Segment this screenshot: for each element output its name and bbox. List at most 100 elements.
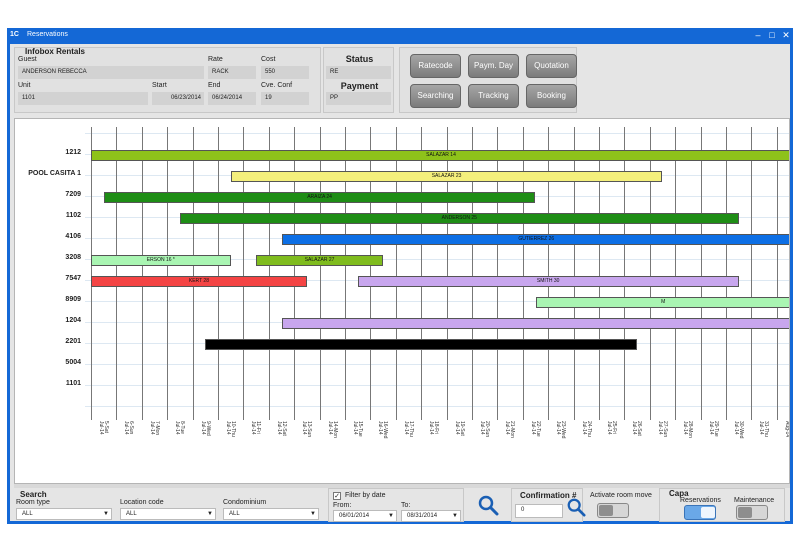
day-column-label: 31-Thu Jul-14 [758,421,770,461]
day-column-label: 21-Mon Jul-14 [504,421,516,461]
confirmation-input[interactable]: 0 [515,504,563,518]
status-heading: Status [345,54,374,64]
cost-field: 550 [261,66,309,79]
condominium-label: Condominium [223,499,267,506]
day-label-text: 29-Tue Jul-14 [707,421,719,437]
minimize-icon[interactable]: – [755,30,761,40]
day-column-label: 29-Tue Jul-14 [707,421,719,461]
grid-line [624,127,626,420]
day-label-text: 11-Fri Jul-14 [250,421,262,435]
tracking-button[interactable]: Tracking [468,84,519,108]
reservation-bar[interactable]: ERSON 16 * [91,255,231,266]
day-column-label: 10-Thu Jul-14 [225,421,236,461]
paym-day-button[interactable]: Paym. Day [468,54,519,78]
searching-button[interactable]: Searching [410,84,461,108]
grid-line [548,127,550,420]
condominium-select[interactable]: ALL ▼ [223,508,319,520]
grid-line [497,127,499,420]
grid-line [91,127,92,420]
reservations-toggle[interactable] [684,505,716,520]
day-column-label: 26-Sat Jul-14 [631,421,642,461]
reservation-gantt-chart[interactable]: 1212 POOL CASITA 1 7209 1102 4106 3208 7547 890… [14,118,790,484]
grid-line [116,127,118,420]
day-label-text: 21-Mon Jul-14 [504,421,516,438]
reservation-bar[interactable]: SMITH 30 [357,276,739,287]
horizontal-scrollbar[interactable] [14,484,790,488]
day-label-text: 13-Sun Jul-14 [301,421,313,438]
quotation-button[interactable]: Quotation [526,54,577,78]
grid-line [446,127,448,420]
chevron-down-icon: ▼ [388,513,394,519]
day-column-label: 1-Fri Aug-14 [784,421,789,461]
end-label: End [208,82,221,89]
day-label-text: 14-Mon Jul-14 [326,421,338,438]
maximize-icon[interactable]: □ [769,30,775,40]
grid-line [319,127,321,420]
day-label-text: 24-Thu Jul-14 [580,421,592,437]
grid-line [243,127,245,420]
payment-heading: Payment [340,81,379,91]
search-icon[interactable] [477,494,499,516]
chevron-down-icon: ▼ [310,511,316,517]
reservation-bar[interactable]: ANDERSON 25 [179,213,739,224]
grid-line [751,127,753,420]
condominium-value: ALL [229,511,240,517]
grid-line [370,127,372,420]
grid-line [649,127,651,420]
guest-label: Guest [18,56,37,63]
reservations-window: 1C Reservations – □ ✕ Infobox Rentals Gu… [7,28,793,524]
reservation-bar[interactable] [205,339,638,350]
reservation-bar[interactable]: SALAZAR 23 [230,171,663,182]
reservation-bar[interactable]: SALAZAR 14 [91,150,789,161]
status-field: RE [326,66,391,79]
from-date-picker[interactable]: 06/01/2014 ▼ [333,510,397,522]
maintenance-toggle[interactable] [736,505,768,520]
room-row-label: POOL CASITA 1 [28,170,81,177]
day-label-text: 31-Thu Jul-14 [758,421,770,437]
from-date-value: 06/01/2014 [339,513,370,519]
grid-stripe [85,301,789,302]
confirmation-search-icon[interactable] [566,497,586,517]
guest-field: ANDERSON REBECCA [18,66,204,79]
location-code-select[interactable]: ALL ▼ [120,508,216,520]
grid-line [726,127,727,420]
reservation-bar[interactable] [281,318,789,329]
day-label-text: 6-Sun Jul-14 [123,421,135,435]
day-label-text: 12-Sat Jul-14 [275,421,287,436]
grid-line [675,127,677,420]
day-column-label: 6-Sun Jul-14 [123,421,135,461]
grid-line [395,127,397,420]
reservations-label: Reservations [680,497,721,504]
grid-line [472,127,473,420]
day-column-label: 5-Sat Jul-14 [98,421,109,461]
client-area: Infobox Rentals Guest Rate Cost ANDERSON… [10,44,790,522]
day-column-label: 20-Sun Jul-14 [479,421,490,461]
confirmation-label: Confirmation # [520,491,577,500]
grid-line [345,127,346,420]
room-row-label: 8909 [65,296,81,303]
reservation-bar[interactable]: GUTIERREZ 26 [281,234,789,245]
ratecode-button[interactable]: Ratecode [410,54,461,78]
filter-by-date-checkbox[interactable]: ✓ [333,492,341,500]
start-field: 06/23/2014 [152,92,204,105]
reservation-bar[interactable]: KERT 28 [91,276,307,287]
reservation-bar[interactable]: SALAZAR 27 [256,255,384,266]
to-date-picker[interactable]: 08/31/2014 ▼ [401,510,461,522]
close-icon[interactable]: ✕ [782,30,790,40]
room-row-label: 1212 [65,149,81,156]
reservation-bar[interactable]: ARAIZA 24 [103,192,536,203]
day-column-label: 22-Tue Jul-14 [530,421,541,461]
grid-line [522,127,524,420]
day-column-label: 18-Fri Jul-14 [428,421,439,461]
day-label-text: 15-Tue Jul-14 [352,421,363,437]
unit-field: 1101 [18,92,148,105]
location-code-label: Location code [120,499,164,506]
reservation-bar[interactable]: M [535,297,789,308]
day-column-label: 16-Wed Jul-14 [377,421,388,461]
room-type-select[interactable]: ALL ▼ [16,508,112,520]
activate-room-move-toggle[interactable] [597,503,629,518]
to-label: To: [401,502,411,509]
window-title: Reservations [27,31,68,38]
booking-button[interactable]: Booking [526,84,577,108]
day-label-text: 17-Thu Jul-14 [402,421,414,437]
